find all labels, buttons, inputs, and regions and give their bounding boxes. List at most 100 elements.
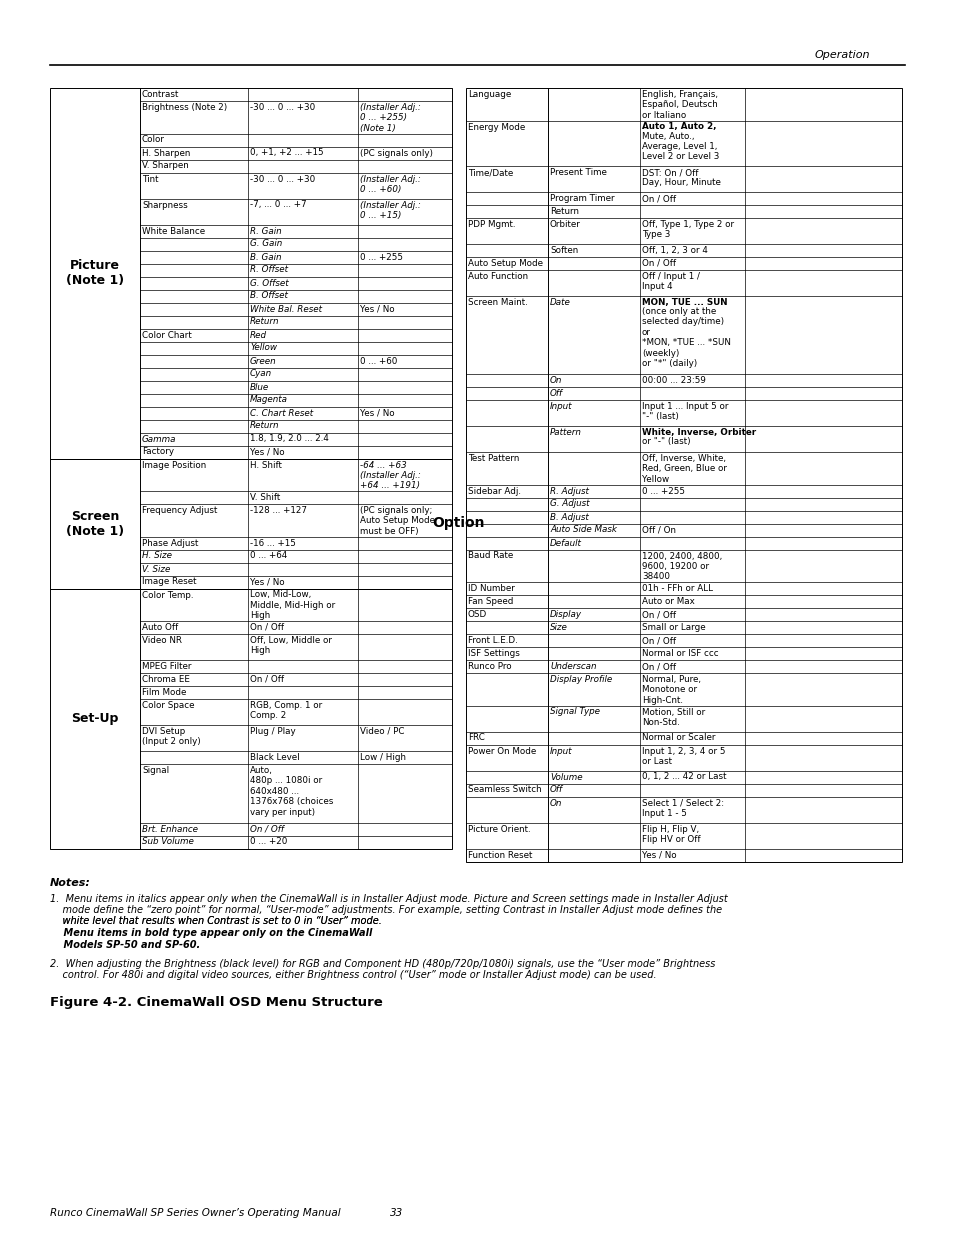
Text: Small or Large: Small or Large xyxy=(641,622,705,632)
Text: Off / Input 1 /
Input 4: Off / Input 1 / Input 4 xyxy=(641,272,700,291)
Text: Tint: Tint xyxy=(142,174,158,184)
Text: Front L.E.D.: Front L.E.D. xyxy=(468,636,517,645)
Text: R. Adjust: R. Adjust xyxy=(550,487,588,495)
Text: (once only at the
selected day/time)
or
*MON, *TUE ... *SUN
(weekly)
or "*" (dai: (once only at the selected day/time) or … xyxy=(641,308,730,368)
Text: Present Time: Present Time xyxy=(550,168,606,177)
Text: Off: Off xyxy=(550,389,562,398)
Text: white level that results when Contrast is set to 0 in “User” mode.: white level that results when Contrast i… xyxy=(50,916,385,926)
Text: Volume: Volume xyxy=(550,773,582,782)
Text: Display Profile: Display Profile xyxy=(550,676,612,684)
Text: DST: On / Off
Day, Hour, Minute: DST: On / Off Day, Hour, Minute xyxy=(641,168,720,188)
Text: Fan Speed: Fan Speed xyxy=(468,597,513,606)
Text: Signal: Signal xyxy=(142,766,169,776)
Text: Off, Type 1, Type 2 or
Type 3: Off, Type 1, Type 2 or Type 3 xyxy=(641,220,734,240)
Text: Yellow: Yellow xyxy=(250,343,276,352)
Text: Film Mode: Film Mode xyxy=(142,688,186,697)
Text: Pattern: Pattern xyxy=(550,429,581,437)
Text: Input: Input xyxy=(550,403,572,411)
Text: V. Shift: V. Shift xyxy=(250,493,280,501)
Text: 0, 1, 2 ... 42 or Last: 0, 1, 2 ... 42 or Last xyxy=(641,773,726,782)
Text: Yes / No: Yes / No xyxy=(359,409,395,417)
Text: Power On Mode: Power On Mode xyxy=(468,746,536,756)
Text: 2.  When adjusting the Brightness (black level) for RGB and Component HD (480p/7: 2. When adjusting the Brightness (black … xyxy=(50,960,715,969)
Text: 01h - FFh or ALL: 01h - FFh or ALL xyxy=(641,584,712,593)
Text: On / Off: On / Off xyxy=(250,676,284,684)
Text: V. Size: V. Size xyxy=(142,564,171,573)
Text: Picture
(Note 1): Picture (Note 1) xyxy=(66,259,124,288)
Text: Off: Off xyxy=(550,785,562,794)
Text: -30 ... 0 ... +30: -30 ... 0 ... +30 xyxy=(250,103,314,112)
Text: 0 ... +60: 0 ... +60 xyxy=(359,357,397,366)
Text: Input 1 ... Input 5 or
"-" (last): Input 1 ... Input 5 or "-" (last) xyxy=(641,403,728,421)
Text: PDP Mgmt.: PDP Mgmt. xyxy=(468,220,515,228)
Text: white level that results when Contrast is set to 0 in “User” mode. Menu items in: white level that results when Contrast i… xyxy=(50,916,737,926)
Text: 1.8, 1.9, 2.0 ... 2.4: 1.8, 1.9, 2.0 ... 2.4 xyxy=(250,435,329,443)
Text: Off, 1, 2, 3 or 4: Off, 1, 2, 3 or 4 xyxy=(641,246,707,254)
Text: Auto Off: Auto Off xyxy=(142,622,178,632)
Text: Auto Function: Auto Function xyxy=(468,272,528,282)
Text: Select 1 / Select 2:
Input 1 - 5: Select 1 / Select 2: Input 1 - 5 xyxy=(641,799,723,818)
Text: Plug / Play: Plug / Play xyxy=(250,727,295,736)
Text: Motion, Still or
Non-Std.: Motion, Still or Non-Std. xyxy=(641,708,704,727)
Text: control. For 480i and digital video sources, either Brightness control (“User” m: control. For 480i and digital video sour… xyxy=(50,971,656,981)
Text: -128 ... +127: -128 ... +127 xyxy=(250,506,307,515)
Text: Operation: Operation xyxy=(814,49,869,61)
Text: Auto Setup Mode: Auto Setup Mode xyxy=(468,259,542,268)
Text: G. Adjust: G. Adjust xyxy=(550,499,589,509)
Text: Size: Size xyxy=(550,622,567,632)
Text: Default: Default xyxy=(550,538,581,547)
Text: On: On xyxy=(550,799,561,808)
Text: Normal or ISF ccc: Normal or ISF ccc xyxy=(641,650,718,658)
Text: Yes / No: Yes / No xyxy=(250,447,284,457)
Text: H. Shift: H. Shift xyxy=(250,461,281,469)
Text: Screen
(Note 1): Screen (Note 1) xyxy=(66,510,124,537)
Text: MPEG Filter: MPEG Filter xyxy=(142,662,192,671)
Text: Factory: Factory xyxy=(142,447,173,457)
Text: Figure 4-2. CinemaWall OSD Menu Structure: Figure 4-2. CinemaWall OSD Menu Structur… xyxy=(50,995,382,1009)
Text: Set-Up: Set-Up xyxy=(71,713,118,725)
Text: C. Chart Reset: C. Chart Reset xyxy=(250,409,313,417)
Text: R. Offset: R. Offset xyxy=(250,266,288,274)
Text: Language: Language xyxy=(468,90,511,99)
Text: Display: Display xyxy=(550,610,581,619)
Text: Flip H, Flip V,
Flip HV or Off: Flip H, Flip V, Flip HV or Off xyxy=(641,825,700,844)
Text: ISF Settings: ISF Settings xyxy=(468,650,519,658)
Bar xyxy=(50,589,452,848)
Text: White Bal. Reset: White Bal. Reset xyxy=(250,305,322,314)
Text: 0 ... +255: 0 ... +255 xyxy=(641,487,684,495)
Text: Return: Return xyxy=(250,421,279,431)
Bar xyxy=(465,88,901,862)
Text: MON, TUE ... SUN: MON, TUE ... SUN xyxy=(641,298,727,308)
Text: On / Off: On / Off xyxy=(250,825,284,834)
Text: Magenta: Magenta xyxy=(250,395,288,405)
Text: (PC signals only;
Auto Setup Mode
must be OFF): (PC signals only; Auto Setup Mode must b… xyxy=(359,506,435,536)
Text: B. Offset: B. Offset xyxy=(250,291,288,300)
Text: Color Temp.: Color Temp. xyxy=(142,590,193,599)
Text: Black Level: Black Level xyxy=(250,753,299,762)
Text: Picture Orient.: Picture Orient. xyxy=(468,825,530,834)
Text: H. Size: H. Size xyxy=(142,552,172,561)
Text: 0 ... +255: 0 ... +255 xyxy=(359,252,402,262)
Text: Signal Type: Signal Type xyxy=(550,708,599,716)
Text: -7, ... 0 ... +7: -7, ... 0 ... +7 xyxy=(250,200,306,210)
Text: Return: Return xyxy=(250,317,279,326)
Text: Date: Date xyxy=(550,298,570,308)
Text: H. Sharpen: H. Sharpen xyxy=(142,148,191,158)
Text: Green: Green xyxy=(250,357,276,366)
Text: English, Français,
Español, Deutsch
or Italiano: English, Français, Español, Deutsch or I… xyxy=(641,90,718,120)
Text: Seamless Switch: Seamless Switch xyxy=(468,785,541,794)
Text: On / Off: On / Off xyxy=(641,610,676,619)
Text: Screen Maint.: Screen Maint. xyxy=(468,298,527,308)
Text: -30 ... 0 ... +30: -30 ... 0 ... +30 xyxy=(250,174,314,184)
Text: (Installer Adj.:
0 ... +15): (Installer Adj.: 0 ... +15) xyxy=(359,200,420,220)
Text: Off, Low, Middle or
High: Off, Low, Middle or High xyxy=(250,636,332,656)
Text: Brightness (Note 2): Brightness (Note 2) xyxy=(142,103,227,112)
Text: B. Adjust: B. Adjust xyxy=(550,513,588,521)
Text: Off, Inverse, White,
Red, Green, Blue or
Yellow: Off, Inverse, White, Red, Green, Blue or… xyxy=(641,454,726,484)
Text: Input 1, 2, 3, 4 or 5
or Last: Input 1, 2, 3, 4 or 5 or Last xyxy=(641,746,724,766)
Text: On / Off: On / Off xyxy=(641,194,676,203)
Text: -64 ... +63
(Installer Adj.:
+64 ... +191): -64 ... +63 (Installer Adj.: +64 ... +19… xyxy=(359,461,420,490)
Text: Red: Red xyxy=(250,331,267,340)
Text: G. Offset: G. Offset xyxy=(250,279,289,288)
Text: Sharpness: Sharpness xyxy=(142,200,188,210)
